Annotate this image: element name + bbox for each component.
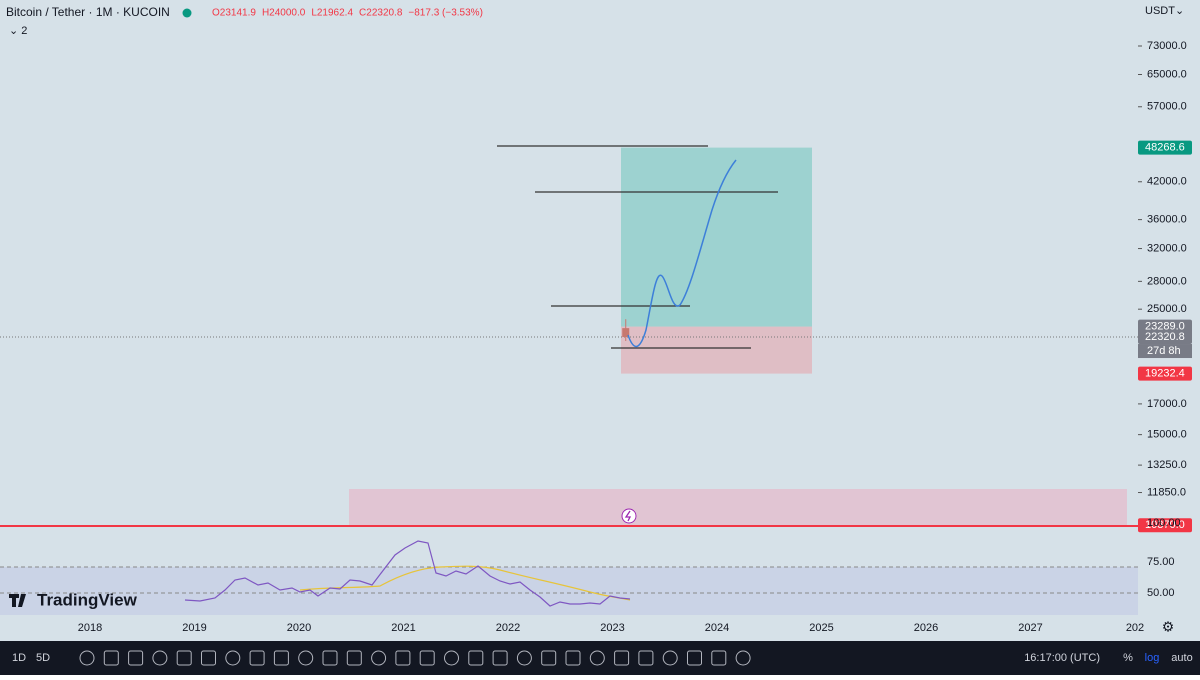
time-label: 2024 bbox=[705, 622, 729, 634]
tool-icon[interactable] bbox=[152, 650, 168, 666]
tool-icon[interactable] bbox=[468, 650, 484, 666]
interval-button[interactable]: 5D bbox=[36, 652, 50, 664]
tool-icon[interactable] bbox=[322, 650, 338, 666]
price-tick-label: 65000.0 bbox=[1147, 68, 1187, 80]
indicator-toggle[interactable]: ⌄ 2 bbox=[9, 25, 27, 37]
price-tick-label: 13250.0 bbox=[1147, 459, 1187, 471]
rsi-tick-label: 50.00 bbox=[1147, 587, 1175, 599]
logo-mark bbox=[9, 594, 26, 607]
price-tick-label: 15000.0 bbox=[1147, 429, 1187, 441]
ohlc-value: L21962.4 bbox=[311, 8, 353, 19]
tool-icon[interactable] bbox=[516, 650, 532, 666]
toolbar bbox=[0, 641, 1200, 675]
tool-icon[interactable] bbox=[346, 650, 362, 666]
time-label: 2022 bbox=[496, 622, 520, 634]
ohlc-value: C22320.8 bbox=[359, 8, 403, 19]
time-label: 2023 bbox=[600, 622, 624, 634]
price-pane bbox=[0, 147, 1138, 526]
interval-button[interactable]: 1D bbox=[12, 652, 26, 664]
time-label: 2018 bbox=[78, 622, 102, 634]
time-label: 202 bbox=[1126, 622, 1144, 634]
tool-icon[interactable] bbox=[614, 650, 630, 666]
tool-icon[interactable] bbox=[273, 650, 289, 666]
tool-icon[interactable] bbox=[176, 650, 192, 666]
tool-icon[interactable] bbox=[79, 650, 95, 666]
rsi-tick-label: 100.00 bbox=[1147, 517, 1181, 529]
tool-icon[interactable] bbox=[103, 650, 119, 666]
price-marker bbox=[1138, 330, 1192, 345]
profit-zone bbox=[621, 147, 812, 327]
time-label: 2026 bbox=[914, 622, 938, 634]
countdown: 27d 8h bbox=[1147, 345, 1181, 357]
tool-icon[interactable] bbox=[444, 650, 459, 666]
time-label: 2021 bbox=[391, 622, 415, 634]
projection-path bbox=[627, 159, 737, 348]
tool-icon[interactable] bbox=[225, 650, 241, 666]
tool-icon[interactable] bbox=[201, 650, 216, 666]
price-marker-label: 22320.8 bbox=[1145, 331, 1185, 343]
tool-icon[interactable] bbox=[735, 650, 751, 666]
symbol-title[interactable]: Bitcoin / Tether · 1M · KUCOIN bbox=[6, 5, 170, 19]
price-marker-label: 19232.4 bbox=[1145, 368, 1185, 380]
price-marker bbox=[1138, 518, 1192, 533]
change: −817.3 (−3.53%) bbox=[408, 8, 483, 19]
logo-text: TradingView bbox=[37, 590, 138, 609]
axis-option[interactable]: % bbox=[1123, 652, 1133, 664]
countdown-box bbox=[1138, 344, 1192, 359]
ohlc-value: H24000.0 bbox=[262, 8, 306, 19]
event-glyph bbox=[624, 510, 632, 522]
loss-zone bbox=[621, 326, 812, 374]
price-tick-label: 17000.0 bbox=[1147, 398, 1187, 410]
logo: TradingView bbox=[9, 590, 138, 609]
price-tick-label: 32000.0 bbox=[1147, 242, 1187, 254]
demand-zone bbox=[349, 489, 1127, 526]
price-tick-label: 25000.0 bbox=[1147, 303, 1187, 315]
tool-icon[interactable] bbox=[492, 650, 508, 666]
tool-icon[interactable] bbox=[371, 650, 387, 666]
time-label: 2019 bbox=[182, 622, 206, 634]
tool-icon[interactable] bbox=[298, 650, 314, 666]
tool-icon[interactable] bbox=[128, 650, 144, 666]
price-tick-label: 42000.0 bbox=[1147, 176, 1187, 188]
tool-icon[interactable] bbox=[638, 650, 654, 666]
time-label: 2025 bbox=[809, 622, 833, 634]
tool-icon[interactable] bbox=[249, 650, 265, 666]
price-tick-label: 11850.0 bbox=[1147, 486, 1186, 498]
tool-icon[interactable] bbox=[541, 650, 557, 666]
price-marker-label: 48268.6 bbox=[1145, 142, 1185, 154]
tool-icon[interactable] bbox=[687, 650, 702, 666]
tool-icon[interactable] bbox=[419, 650, 435, 666]
axis-option[interactable]: auto bbox=[1171, 652, 1192, 664]
price-tick-label: 28000.0 bbox=[1147, 275, 1187, 287]
settings[interactable]: ⚙ bbox=[1162, 619, 1175, 635]
price-marker bbox=[1138, 366, 1192, 381]
rsi-ma bbox=[299, 565, 631, 601]
rsi-tick-label: 75.00 bbox=[1147, 556, 1175, 568]
tool-icon[interactable] bbox=[395, 650, 411, 666]
tool-icon[interactable] bbox=[589, 650, 605, 666]
price-tick-label: 73000.0 bbox=[1147, 40, 1187, 52]
tool-icon[interactable] bbox=[662, 650, 678, 666]
status-dot bbox=[182, 8, 192, 18]
price-tick-label: 57000.0 bbox=[1147, 101, 1187, 113]
price-marker bbox=[1138, 140, 1192, 155]
clock: 16:17:00 (UTC) bbox=[1024, 652, 1100, 664]
ohlc-value: O23141.9 bbox=[212, 8, 256, 19]
rsi-band bbox=[0, 567, 1138, 615]
price-tick-label: 36000.0 bbox=[1147, 214, 1187, 226]
time-label: 2020 bbox=[287, 622, 311, 634]
tool-icon[interactable] bbox=[711, 650, 727, 666]
tool-icon[interactable] bbox=[565, 650, 581, 666]
price-marker-label: 23289.0 bbox=[1145, 320, 1185, 332]
time-label: 2027 bbox=[1018, 622, 1042, 634]
axis-option[interactable]: log bbox=[1145, 652, 1160, 664]
event-icon[interactable] bbox=[621, 508, 637, 524]
rsi-line bbox=[184, 540, 631, 607]
drawings bbox=[497, 145, 778, 349]
price-marker-label: 10370.0 bbox=[1145, 519, 1185, 531]
currency[interactable]: USDT⌄ bbox=[1145, 5, 1184, 17]
candle-body bbox=[622, 328, 630, 338]
